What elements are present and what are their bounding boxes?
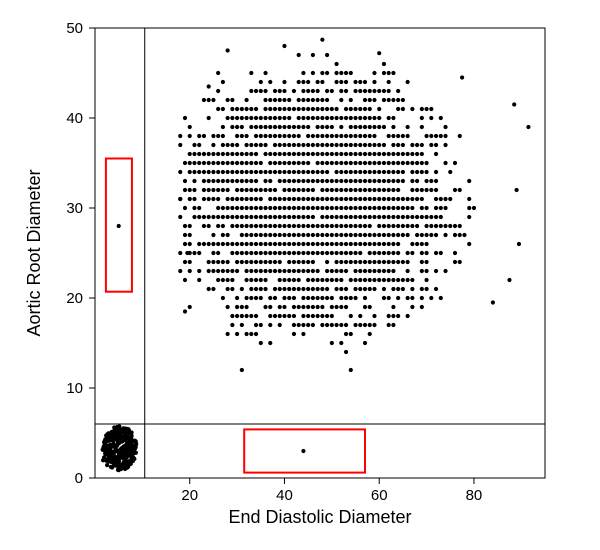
x-tick-label: 60 — [371, 487, 388, 504]
y-tick-label: 30 — [66, 200, 83, 217]
y-tick-label: 50 — [66, 20, 83, 37]
y-tick-label: 10 — [66, 380, 83, 397]
x-tick-label: 40 — [276, 487, 293, 504]
scatter-plot: 20 40 60 80 0 10 20 30 40 50 End Diastolic Diamete… — [0, 0, 600, 550]
x-tick-label: 20 — [181, 487, 198, 504]
y-tick-label: 0 — [75, 470, 83, 487]
y-tick-label: 20 — [66, 290, 83, 307]
x-axis-label: End Diastolic Diameter — [228, 507, 411, 527]
x-tick-label: 80 — [466, 487, 483, 504]
y-tick-label: 40 — [66, 110, 83, 127]
y-axis-label: Aortic Root Diameter — [24, 169, 44, 336]
